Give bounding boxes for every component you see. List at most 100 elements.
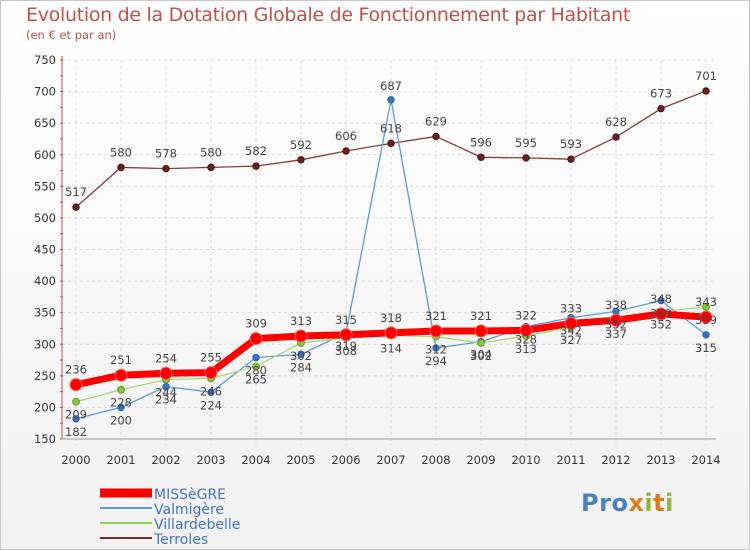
data-label-terroles: 593 bbox=[560, 137, 582, 151]
data-point-missegre bbox=[249, 332, 263, 346]
data-label-villardebelle: 327 bbox=[560, 333, 582, 347]
data-label-villardebelle: 302 bbox=[470, 349, 492, 363]
data-point-terroles bbox=[297, 156, 305, 164]
data-label-missegre: 343 bbox=[695, 295, 717, 309]
data-point-missegre bbox=[699, 310, 713, 324]
y-tick-label: 150 bbox=[34, 432, 56, 446]
data-point-missegre bbox=[474, 324, 488, 338]
x-tick-label: 2001 bbox=[106, 453, 135, 467]
data-point-valmigere bbox=[117, 403, 125, 412]
data-point-terroles bbox=[567, 155, 575, 163]
data-label-villardebelle: 308 bbox=[335, 344, 357, 358]
x-tick-label: 2004 bbox=[241, 453, 270, 467]
y-tick-label: 600 bbox=[34, 148, 56, 162]
data-point-valmigere bbox=[432, 344, 440, 352]
legend-label-valmigere: Valmigère bbox=[154, 502, 224, 518]
data-label-missegre: 318 bbox=[380, 311, 402, 325]
data-label-villardebelle: 244 bbox=[155, 386, 177, 400]
logo-letter: r bbox=[599, 489, 612, 517]
data-point-terroles bbox=[432, 132, 440, 141]
x-tick-label: 2007 bbox=[376, 453, 405, 467]
x-tick-label: 2002 bbox=[151, 453, 180, 467]
series-layer bbox=[69, 87, 713, 423]
data-point-missegre bbox=[519, 323, 533, 337]
data-label-valmigere: 352 bbox=[605, 317, 627, 331]
logo-letter: P bbox=[581, 489, 600, 517]
data-label-missegre: 322 bbox=[515, 308, 537, 322]
data-label-valmigere: 304 bbox=[470, 348, 492, 362]
chart-subtitle: (en € et par an) bbox=[26, 28, 117, 42]
data-label-villardebelle: 228 bbox=[110, 396, 132, 410]
proxiti-logo: Proxiti bbox=[581, 489, 674, 517]
x-tick-label: 2000 bbox=[61, 453, 90, 467]
x-tick-label: 2013 bbox=[646, 453, 675, 467]
data-label-villardebelle: 359 bbox=[695, 313, 717, 327]
data-label-villardebelle: 302 bbox=[290, 349, 312, 363]
data-point-missegre bbox=[114, 368, 128, 382]
data-point-terroles bbox=[207, 163, 215, 172]
data-point-terroles bbox=[702, 87, 710, 95]
data-label-missegre: 321 bbox=[470, 309, 492, 323]
logo-letter: t bbox=[653, 489, 666, 517]
y-tick-label: 350 bbox=[34, 306, 56, 320]
data-point-valmigere bbox=[207, 388, 215, 396]
data-label-villardebelle: 312 bbox=[425, 343, 447, 357]
legend-label-terroles: Terroles bbox=[153, 532, 208, 548]
x-tick-label: 2008 bbox=[421, 453, 450, 467]
x-tick-label: 2012 bbox=[601, 453, 630, 467]
legend-label-villardebelle: Villardebelle bbox=[154, 517, 240, 533]
y-tick-label: 300 bbox=[34, 337, 56, 351]
y-tick-label: 450 bbox=[34, 243, 56, 257]
y-tick-label: 200 bbox=[34, 400, 56, 414]
data-point-missegre bbox=[204, 366, 218, 380]
data-label-villardebelle: 246 bbox=[200, 384, 222, 398]
data-point-terroles bbox=[387, 139, 395, 148]
data-label-terroles: 596 bbox=[470, 135, 492, 149]
data-point-terroles bbox=[117, 163, 125, 172]
data-label-missegre: 313 bbox=[290, 314, 312, 328]
y-tick-label: 750 bbox=[34, 53, 56, 67]
y-tick-label: 400 bbox=[34, 274, 56, 288]
x-tick-label: 2009 bbox=[466, 453, 495, 467]
data-point-missegre bbox=[654, 307, 668, 321]
data-label-terroles: 618 bbox=[380, 121, 402, 135]
data-point-missegre bbox=[69, 378, 83, 392]
data-label-missegre: 254 bbox=[155, 351, 177, 365]
data-label-missegre: 309 bbox=[245, 317, 267, 331]
data-point-missegre bbox=[564, 316, 578, 330]
data-label-terroles: 580 bbox=[110, 145, 132, 159]
data-label-valmigere: 369 bbox=[650, 307, 672, 321]
data-label-valmigere: 315 bbox=[695, 341, 717, 355]
data-label-terroles: 592 bbox=[290, 138, 312, 152]
data-label-missegre: 255 bbox=[200, 351, 222, 365]
data-label-valmigere: 294 bbox=[425, 354, 447, 368]
logo-letter: o bbox=[611, 489, 629, 517]
logo-letter: i bbox=[644, 489, 654, 517]
y-tick-label: 700 bbox=[34, 85, 56, 99]
logo-letter: i bbox=[665, 489, 674, 517]
data-point-valmigere bbox=[702, 331, 710, 339]
data-label-missegre: 315 bbox=[335, 313, 357, 327]
data-label-terroles: 701 bbox=[695, 69, 717, 83]
data-label-valmigere: 319 bbox=[335, 339, 357, 353]
x-tick-label: 2006 bbox=[331, 453, 360, 467]
data-label-terroles: 517 bbox=[65, 185, 87, 199]
data-point-missegre bbox=[339, 328, 353, 342]
data-label-missegre: 348 bbox=[650, 292, 672, 306]
y-tick-label: 500 bbox=[34, 211, 56, 225]
data-point-valmigere bbox=[252, 353, 260, 362]
data-label-valmigere: 224 bbox=[200, 398, 222, 412]
data-point-missegre bbox=[384, 326, 398, 340]
data-point-valmigere bbox=[297, 350, 305, 359]
y-tick-label: 250 bbox=[34, 369, 56, 383]
data-label-terroles: 582 bbox=[245, 144, 267, 158]
data-label-villardebelle: 313 bbox=[515, 342, 537, 356]
data-point-villardebelle bbox=[477, 339, 485, 347]
data-point-terroles bbox=[342, 147, 350, 155]
axis-layer: 150 200 250 300 350 400 450 500 550 600 650 700 750 2… bbox=[34, 53, 721, 467]
data-point-villardebelle bbox=[72, 397, 80, 406]
data-label-terroles: 606 bbox=[335, 129, 357, 143]
